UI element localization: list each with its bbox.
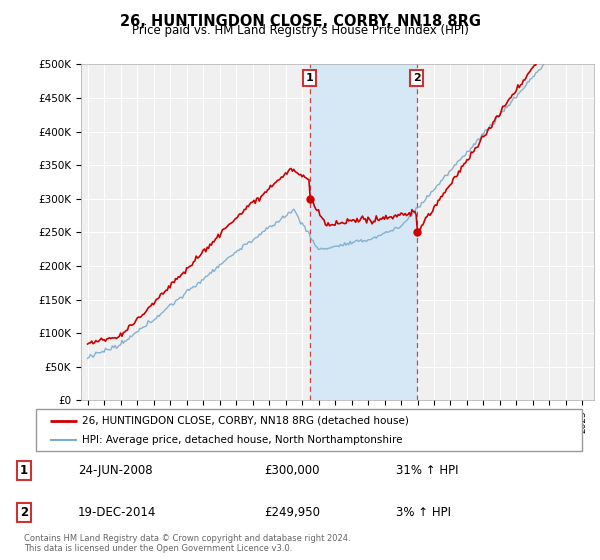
Text: £249,950: £249,950 [264, 506, 320, 519]
Text: 26, HUNTINGDON CLOSE, CORBY, NN18 8RG (detached house): 26, HUNTINGDON CLOSE, CORBY, NN18 8RG (d… [82, 416, 409, 426]
Text: Price paid vs. HM Land Registry's House Price Index (HPI): Price paid vs. HM Land Registry's House … [131, 24, 469, 37]
Text: 2: 2 [413, 73, 421, 83]
Text: 24-JUN-2008: 24-JUN-2008 [78, 464, 152, 477]
FancyBboxPatch shape [36, 409, 582, 451]
Text: 2: 2 [20, 506, 28, 519]
Text: 3% ↑ HPI: 3% ↑ HPI [396, 506, 451, 519]
Text: HPI: Average price, detached house, North Northamptonshire: HPI: Average price, detached house, Nort… [82, 435, 403, 445]
Text: £300,000: £300,000 [264, 464, 320, 477]
Text: 19-DEC-2014: 19-DEC-2014 [78, 506, 157, 519]
Text: 1: 1 [20, 464, 28, 477]
Text: 1: 1 [306, 73, 314, 83]
Bar [310, 64, 417, 400]
Text: 31% ↑ HPI: 31% ↑ HPI [396, 464, 458, 477]
Text: 26, HUNTINGDON CLOSE, CORBY, NN18 8RG: 26, HUNTINGDON CLOSE, CORBY, NN18 8RG [119, 14, 481, 29]
Text: Contains HM Land Registry data © Crown copyright and database right 2024.
This d: Contains HM Land Registry data © Crown c… [24, 534, 350, 553]
